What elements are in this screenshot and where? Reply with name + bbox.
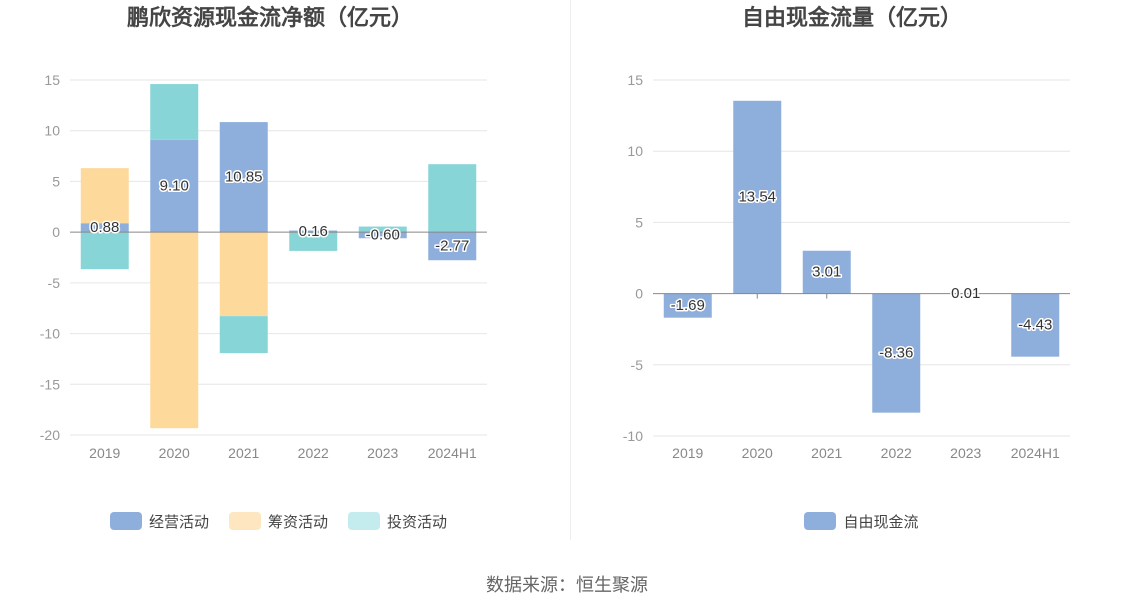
- free-cash-flow-x-tick-label: 2021: [811, 445, 842, 461]
- free-cash-flow-x-tick-label: 2022: [881, 445, 912, 461]
- cashflow-net-y-tick-label: -15: [40, 376, 60, 392]
- legend-label-investing: 投资活动: [387, 513, 448, 531]
- cashflow-net-y-tick-label: 15: [44, 72, 60, 88]
- cashflow-net-data-label: 0.88: [90, 219, 119, 236]
- legend-swatch-operating: [109, 512, 142, 530]
- cashflow-net-data-label: -2.77: [435, 238, 469, 255]
- cashflow-net-bar-s2-2019: [80, 232, 129, 270]
- free-cash-flow-y-tick-label: -10: [623, 428, 643, 444]
- legend-label-free-cash-flow: 自由现金流: [843, 513, 919, 531]
- free-cash-flow-x-tick-label: 2020: [742, 445, 773, 461]
- cashflow-net-bar-s0-2022: [289, 230, 338, 233]
- cashflow-net-x-tick-label: 2024H1: [428, 445, 477, 461]
- cashflow-net-bar-s0-2023: [358, 232, 407, 239]
- cashflow-net-bar-s2-2024H1: [428, 164, 477, 233]
- free-cash-flow-chart: 15 10 5 0 -5 -10 2019 2020 2021 2022 2023 2024H1 -1.…: [623, 72, 1070, 461]
- free-cash-flow-y-tick-label: -5: [631, 357, 644, 373]
- free-cash-flow-y-tick-label: 0: [635, 286, 643, 302]
- cashflow-net-chart-title: 鹏欣资源现金流净额（亿元）: [126, 5, 413, 30]
- cashflow-net-y-tick-label: -10: [40, 326, 60, 342]
- free-cash-flow-data-label: 13.54: [738, 189, 776, 206]
- cashflow-net-x-tick-label: 2019: [89, 445, 120, 461]
- cashflow-net-x-tick-label: 2021: [228, 445, 259, 461]
- free-cash-flow-data-label: 3.01: [812, 264, 841, 281]
- data-source-note: 数据来源：恒生聚源: [486, 575, 648, 595]
- cashflow-net-y-tick-label: 5: [52, 173, 60, 189]
- cashflow-net-chart: 15 10 5 0 -5 -10 -15 -20 2019 2020 2021 2022 2023 202…: [40, 72, 487, 461]
- free-cash-flow-bar-s0-2019: [663, 293, 712, 318]
- cashflow-net-bar-s2-2020: [150, 84, 199, 140]
- legend-label-financing: 筹资活动: [267, 513, 328, 531]
- legend-item-financing[interactable]: 筹资活动: [228, 511, 328, 532]
- cashflow-net-bar-s1-2021: [219, 232, 268, 317]
- cashflow-net-bar-s0-2020: [150, 139, 199, 233]
- free-cash-flow-bar-s0-2020: [733, 100, 782, 294]
- cashflow-net-y-tick-label: -5: [48, 275, 61, 291]
- free-cash-flow-y-tick-label: 5: [635, 214, 643, 230]
- cashflow-net-data-label: -0.60: [366, 227, 400, 244]
- cashflow-net-data-label: 0.16: [299, 223, 328, 240]
- cashflow-net-bar-s0-2024H1: [428, 232, 477, 261]
- free-cash-flow-x-tick-label: 2024H1: [1011, 445, 1060, 461]
- free-cash-flow-bar-s0-2022: [872, 293, 921, 413]
- cashflow-net-bar-s0-2019: [80, 223, 129, 233]
- cashflow-net-x-tick-label: 2023: [367, 445, 398, 461]
- free-cash-flow-data-label: -8.36: [879, 345, 913, 362]
- free-cash-flow-legend: 自由现金流: [653, 511, 1070, 531]
- cashflow-net-y-tick-label: 0: [52, 224, 60, 240]
- cashflow-net-bar-s2-2021: [219, 316, 268, 354]
- free-cash-flow-x-tick-label: 2019: [672, 445, 703, 461]
- cashflow-net-y-tick-label: -20: [40, 427, 60, 443]
- cashflow-net-x-tick-label: 2020: [159, 445, 190, 461]
- chart-divider: [570, 0, 571, 540]
- legend-label-operating: 经营活动: [148, 513, 209, 531]
- cashflow-net-bar-s2-2023: [358, 226, 407, 233]
- cashflow-net-bar-s0-2021: [219, 122, 268, 233]
- legend-swatch-financing: [228, 512, 261, 530]
- free-cash-flow-data-label: -4.43: [1018, 317, 1052, 334]
- cashflow-net-x-tick-label: 2022: [298, 445, 329, 461]
- free-cash-flow-data-label: -1.69: [671, 297, 705, 314]
- free-cash-flow-chart-title: 自由现金流量（亿元）: [741, 5, 962, 30]
- cashflow-net-bar-s1-2019: [80, 168, 129, 224]
- free-cash-flow-bar-s0-2021: [802, 250, 851, 294]
- legend-item-investing[interactable]: 投资活动: [348, 511, 447, 532]
- cashflow-net-legend: 经营活动 筹资活动 投资活动: [70, 511, 487, 531]
- free-cash-flow-y-tick-label: 15: [627, 72, 643, 88]
- cashflow-net-y-tick-label: 10: [44, 123, 60, 139]
- free-cash-flow-bar-s0-2024H1: [1011, 293, 1060, 357]
- cashflow-net-data-label: 10.85: [225, 169, 263, 186]
- free-cash-flow-y-tick-label: 10: [627, 143, 643, 159]
- legend-swatch-free-cash-flow: [804, 512, 837, 530]
- legend-item-operating[interactable]: 经营活动: [109, 511, 209, 532]
- free-cash-flow-data-label: 0.01: [951, 285, 980, 302]
- cashflow-net-data-label: 9.10: [160, 177, 189, 194]
- legend-item-free-cash-flow[interactable]: 自由现金流: [804, 511, 919, 532]
- cashflow-net-bar-s2-2022: [289, 232, 338, 251]
- free-cash-flow-x-tick-label: 2023: [950, 445, 981, 461]
- cashflow-net-bar-s1-2020: [150, 232, 199, 429]
- legend-swatch-investing: [348, 512, 380, 530]
